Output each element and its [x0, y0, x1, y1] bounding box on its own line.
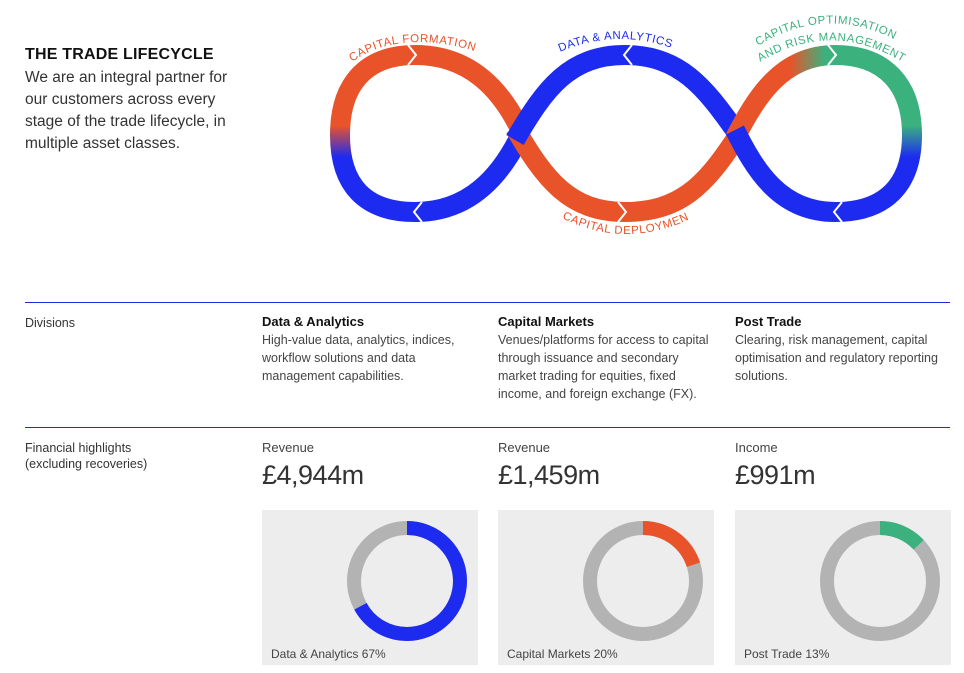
metric-label: Revenue: [262, 440, 315, 455]
division-description: High-value data, analytics, indices, wor…: [262, 333, 455, 383]
chevron-left-icon: [412, 201, 423, 223]
donut-chart-card: Capital Markets 20%: [498, 510, 714, 665]
donut-chart-card: Data & Analytics 67%: [262, 510, 478, 665]
division-name: Post Trade: [735, 314, 802, 329]
loop-deployment-segment: [506, 123, 744, 223]
trade-lifecycle-loop: CAPITAL FORMATION DATA & ANALYTICS CAPIT…: [300, 5, 923, 237]
donut-highlight-slice: [820, 521, 940, 641]
loop-bottom-left-segment: [414, 135, 527, 222]
chevron-right-icon: [617, 201, 628, 223]
financial-column: Revenue £4,944m Data & Analytics 67%: [262, 428, 480, 665]
divisions-label: Divisions: [25, 316, 76, 330]
chevron-left-icon: [832, 201, 843, 223]
metric-label: Income: [735, 440, 778, 455]
donut-chart: [820, 521, 940, 641]
metric-value: £991m: [735, 460, 816, 490]
financial-column: Revenue £1,459m Capital Markets 20%: [498, 428, 716, 665]
chevron-left-icon: [622, 44, 633, 66]
financial-highlights-label: Financial highlights (excluding recoveri…: [25, 441, 148, 471]
metric-label: Revenue: [498, 440, 551, 455]
division-column: Data & Analytics High-value data, analyt…: [262, 303, 480, 385]
division-column: Post Trade Clearing, risk management, ca…: [735, 303, 953, 385]
donut-highlight-slice: [583, 521, 703, 641]
intro-section: THE TRADE LIFECYCLE We are an integral p…: [25, 46, 235, 155]
donut-caption: Capital Markets 20%: [507, 647, 618, 661]
financial-column: Income £991m Post Trade 13%: [735, 428, 953, 665]
donut-chart: [347, 521, 467, 641]
donut-chart: [583, 521, 703, 641]
divisions-table: Divisions Data & Analytics High-value da…: [25, 302, 953, 673]
divisions-row: Divisions Data & Analytics High-value da…: [25, 302, 950, 427]
donut-highlight-slice: [347, 521, 467, 641]
loop-top-right-segment: [726, 45, 836, 143]
intro-text: We are an integral partner for our custo…: [25, 69, 228, 152]
division-column: Capital Markets Venues/platforms for acc…: [498, 303, 716, 403]
financial-highlights-row: Financial highlights (excluding recoveri…: [25, 427, 953, 673]
division-description: Venues/platforms for access to capital t…: [498, 333, 709, 401]
intro-title: THE TRADE LIFECYCLE: [25, 46, 214, 63]
loop-analytics-segment: [506, 44, 744, 145]
metric-value: £4,944m: [262, 460, 364, 490]
loop-left-segment: [329, 45, 416, 222]
loop-right-segment: [834, 45, 923, 222]
loop-bottom-right-segment: [726, 125, 836, 222]
division-name: Data & Analytics: [262, 314, 365, 329]
division-name: Capital Markets: [498, 314, 595, 329]
chevron-right-icon: [827, 44, 838, 66]
donut-chart-card: Post Trade 13%: [735, 510, 951, 665]
donut-caption: Post Trade 13%: [744, 647, 830, 661]
chevron-right-icon: [407, 44, 418, 66]
loop-top-left-segment: [414, 45, 527, 130]
metric-value: £1,459m: [498, 460, 600, 490]
division-description: Clearing, risk management, capital optim…: [735, 333, 938, 383]
donut-caption: Data & Analytics 67%: [271, 647, 386, 661]
